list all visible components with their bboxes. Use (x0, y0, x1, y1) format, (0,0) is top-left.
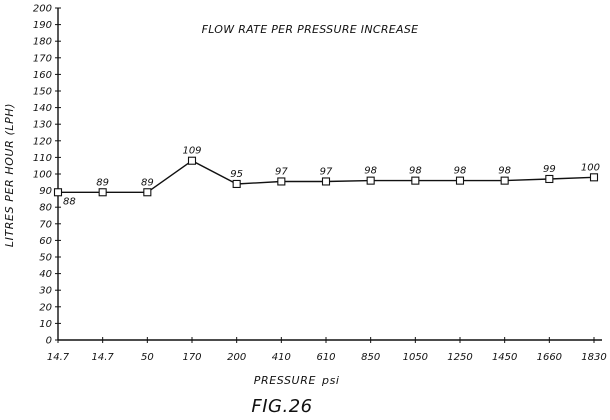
data-value-label: 89 (96, 177, 109, 188)
data-point-marker (500, 176, 509, 185)
data-value-label: 100 (581, 162, 600, 173)
x-tick-label: 14.7 (47, 352, 70, 363)
x-tick-label: 1050 (403, 352, 428, 363)
y-tick-label: 200 (33, 4, 52, 15)
y-tick-label: 130 (33, 120, 52, 131)
data-value-label: 98 (409, 166, 422, 177)
data-point-marker (321, 177, 331, 186)
data-value-label: 99 (543, 164, 556, 175)
chart-title: FLOW RATE PER PRESSURE INCREASE (202, 23, 419, 36)
x-tick-label: 850 (361, 352, 380, 363)
x-tick-label: 1450 (492, 352, 517, 363)
data-point-marker (143, 188, 152, 197)
x-tick-label: 610 (316, 352, 335, 363)
y-tick-label: 40 (39, 269, 52, 280)
y-tick-label: 150 (33, 87, 52, 98)
figure-caption: FIG.26 (251, 396, 312, 417)
y-tick-label: 100 (33, 170, 52, 181)
y-tick-label: 80 (39, 203, 52, 214)
y-tick-label: 110 (33, 153, 52, 164)
y-tick-label: 190 (33, 20, 52, 31)
y-tick-label: 140 (33, 103, 52, 114)
data-point-marker (366, 176, 375, 185)
y-tick-label: 160 (33, 70, 52, 81)
x-tick-label: 1250 (447, 352, 472, 363)
data-value-label: 95 (230, 169, 243, 180)
y-axis-label: LITRES PER HOUR (LPH) (3, 103, 16, 247)
data-value-label: 88 (63, 196, 76, 207)
x-axis-label: PRESSURE (254, 374, 316, 387)
y-tick-label: 170 (33, 53, 52, 64)
y-tick-label: 30 (39, 286, 52, 297)
data-labels: 88 89 89 109 95 97 97 98 98 98 98 99 100 (63, 146, 600, 208)
y-axis-ticks: 0 10 20 30 40 50 60 70 80 90 100 110 120 130 140 150 160… (33, 4, 61, 347)
y-tick-label: 10 (39, 319, 52, 330)
x-tick-label: 14.7 (92, 352, 115, 363)
x-axis-unit: psi (321, 374, 340, 387)
data-point-marker (187, 156, 197, 165)
data-point-marker (98, 188, 107, 197)
x-tick-label: 1830 (581, 352, 606, 363)
y-tick-label: 0 (46, 336, 52, 347)
data-point-marker (455, 176, 465, 185)
y-tick-label: 70 (39, 219, 52, 230)
y-tick-label: 50 (39, 253, 52, 264)
data-value-label: 109 (182, 146, 201, 157)
x-tick-label: 50 (141, 352, 154, 363)
data-point-marker (53, 188, 63, 197)
y-tick-label: 20 (39, 302, 52, 313)
data-point-marker (411, 176, 420, 185)
x-tick-label: 200 (227, 352, 246, 363)
data-markers (53, 156, 599, 197)
data-value-label: 98 (364, 166, 377, 177)
y-tick-label: 60 (39, 236, 52, 247)
x-axis-ticks: 14.7 14.7 50 170 200 410 610 850 1050 1250 1450 166… (47, 337, 607, 363)
data-value-label: 97 (275, 166, 288, 177)
y-tick-label: 180 (33, 37, 52, 48)
y-tick-label: 120 (33, 136, 52, 147)
data-value-label: 98 (454, 166, 467, 177)
data-point-marker (277, 177, 286, 186)
data-point-marker (232, 179, 241, 189)
data-value-label: 98 (498, 166, 511, 177)
x-tick-label: 1660 (537, 352, 562, 363)
data-point-marker (589, 173, 599, 182)
x-tick-label: 410 (272, 352, 291, 363)
data-value-label: 89 (141, 177, 154, 188)
data-value-label: 97 (320, 166, 333, 177)
data-point-marker (545, 174, 554, 184)
x-tick-label: 170 (182, 352, 201, 363)
y-tick-label: 90 (39, 186, 52, 197)
